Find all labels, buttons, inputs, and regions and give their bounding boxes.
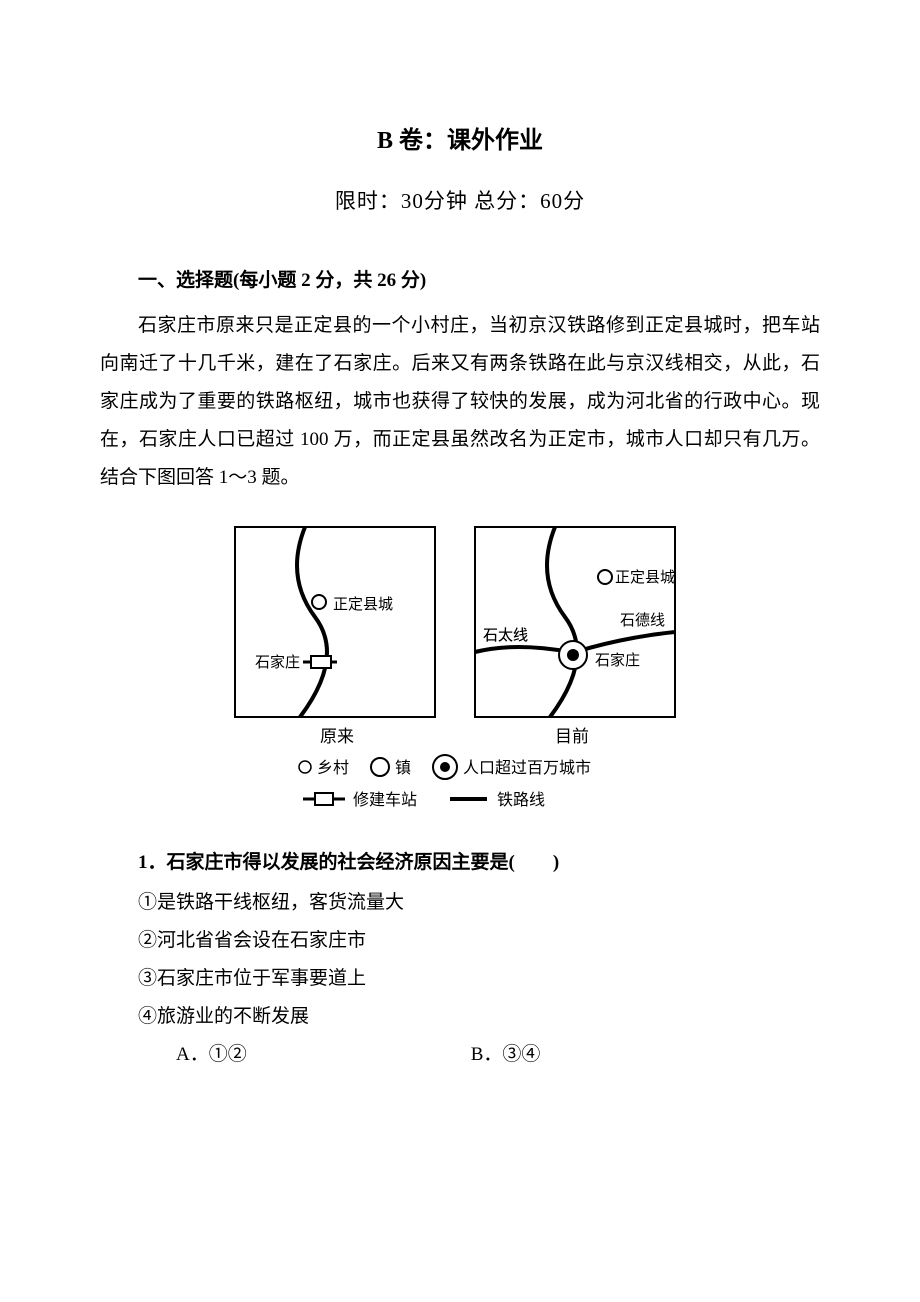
diagram-container: 正定县城 石家庄 原来 正定县城 石太线 石太线 石德线 石家庄 目前 乡村 [100, 517, 820, 822]
left-caption: 原来 [320, 727, 354, 746]
diagram-svg: 正定县城 石家庄 原来 正定县城 石太线 石太线 石德线 石家庄 目前 乡村 [225, 517, 695, 817]
left-shijiazhuang-label: 石家庄 [255, 653, 300, 671]
paper-subtitle: 限时：30分钟 总分：60分 [100, 185, 820, 215]
question-1-option-3: ③石家庄市位于军事要道上 [100, 960, 820, 998]
question-1-option-4: ④旅游业的不断发展 [100, 998, 820, 1036]
question-1-option-2: ②河北省省会设在石家庄市 [100, 922, 820, 960]
right-shitai-label2: 石太线 [483, 627, 528, 644]
left-zhengding-label: 正定县城 [333, 596, 393, 613]
question-1-choices: A．①② B．③④ [100, 1036, 820, 1074]
question-1-option-1: ①是铁路干线枢纽，客货流量大 [100, 884, 820, 922]
paper-title: B 卷：课外作业 [100, 120, 820, 155]
choice-a: A．①② [138, 1036, 428, 1074]
legend-station: 修建车站 [353, 791, 417, 809]
legend-village: 乡村 [317, 759, 349, 777]
right-zhengding-label: 正定县城 [615, 569, 675, 586]
right-caption: 目前 [555, 727, 589, 746]
legend-rail: 铁路线 [497, 791, 545, 809]
choice-b: B．③④ [433, 1036, 541, 1074]
right-shide-label: 石德线 [620, 611, 665, 629]
legend-city: 人口超过百万城市 [463, 759, 591, 777]
right-shijiazhuang-label: 石家庄 [595, 651, 640, 669]
legend-town: 镇 [395, 759, 411, 777]
passage-text: 石家庄市原来只是正定县的一个小村庄，当初京汉铁路修到正定县城时，把车站向南迁了十… [100, 307, 820, 497]
section-heading: 一、选择题(每小题 2 分，共 26 分) [100, 265, 820, 292]
question-1-stem: 1．石家庄市得以发展的社会经济原因主要是( ) [100, 847, 820, 874]
